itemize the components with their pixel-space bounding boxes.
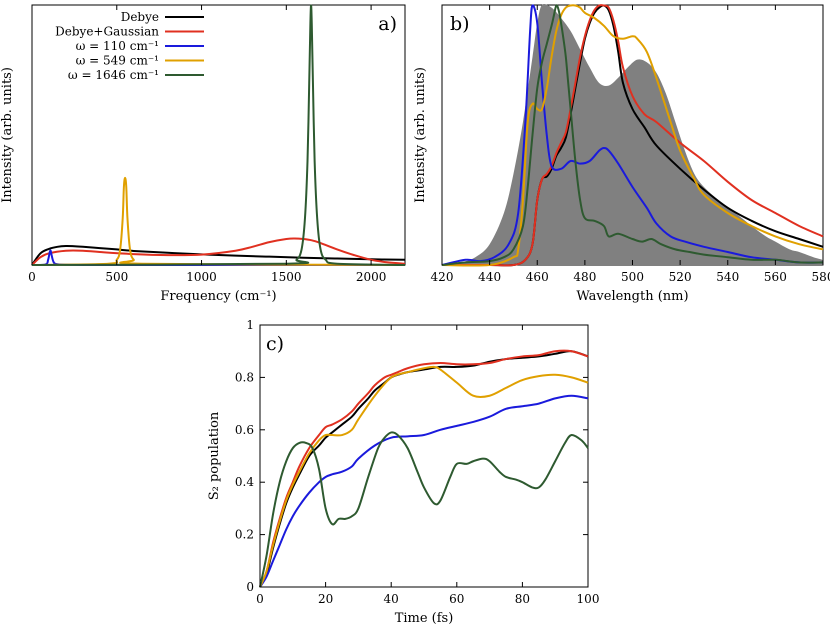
legend-label: ω = 549 cm⁻¹ — [76, 54, 159, 68]
x-tick-label: 460 — [526, 270, 549, 284]
legend-label: Debye+Gaussian — [55, 25, 159, 39]
series-line-b-3 — [441, 4, 824, 267]
x-tick-label: 560 — [764, 270, 787, 284]
x-tick-label: 500 — [621, 270, 644, 284]
x-tick-label: 60 — [449, 592, 464, 606]
series-line-c-3 — [259, 365, 589, 588]
x-tick-label: 500 — [105, 270, 128, 284]
plot-frame-c — [259, 324, 589, 588]
x-tick-label: 40 — [384, 592, 399, 606]
panel-b: 420 440 460 480 500 520 540 560 580 Wavelength (… — [413, 3, 830, 304]
filled-area-spectrum — [442, 3, 823, 266]
x-tick-label: 0 — [256, 592, 264, 606]
series-line-b-1 — [441, 4, 824, 267]
series-line-b-2 — [441, 4, 824, 266]
x-axis-label-a: Frequency (cm⁻¹) — [160, 289, 276, 304]
y-axis-label-c: S₂ population — [207, 411, 222, 500]
series-line-a-1 — [31, 237, 406, 266]
panel-a: 0 500 1000 1500 2000 Frequency (cm⁻¹) Intens… — [0, 4, 406, 304]
panel-label-a: a) — [378, 13, 397, 35]
series-line-a-3 — [31, 176, 406, 266]
legend-label: ω = 1646 cm⁻¹ — [68, 68, 159, 82]
series-line-a-0 — [31, 245, 406, 266]
x-tick-label: 420 — [431, 270, 454, 284]
x-tick-label: 480 — [573, 270, 596, 284]
series-line-c-1 — [259, 349, 589, 588]
y-tick-label: 1 — [246, 318, 254, 332]
x-tick-label: 1500 — [271, 270, 302, 284]
x-tick-label: 100 — [577, 592, 600, 606]
x-tick-label: 580 — [812, 270, 830, 284]
y-tick-label: 0.8 — [235, 370, 254, 384]
x-tick-label: 2000 — [356, 270, 387, 284]
series-line-c-0 — [259, 350, 589, 588]
y-tick-label: 0 — [246, 580, 254, 594]
x-tick-label: 1000 — [186, 270, 217, 284]
y-axis-label-a: Intensity (arb. units) — [0, 67, 15, 203]
panel-label-c: c) — [266, 333, 284, 355]
y-tick-label: 0.2 — [235, 528, 254, 542]
panel-label-b: b) — [450, 13, 470, 35]
y-tick-label: 0.4 — [235, 475, 254, 489]
x-axis-label-c: Time (fs) — [395, 611, 454, 626]
series-line-c-4 — [259, 431, 589, 588]
x-axis-label-b: Wavelength (nm) — [576, 289, 688, 304]
x-tick-label: 440 — [478, 270, 501, 284]
y-tick-label: 0.6 — [235, 423, 254, 437]
x-tick-label: 0 — [28, 270, 36, 284]
series-line-c-2 — [259, 394, 589, 588]
panel-c: 0 20 40 60 80 100 0 0.2 0.4 0.6 0.8 1 Time (fs) S₂ … — [207, 318, 599, 626]
x-tick-label: 80 — [515, 592, 530, 606]
legend-label: ω = 110 cm⁻¹ — [76, 39, 159, 53]
series-line-b-4 — [441, 4, 824, 266]
x-tick-label: 20 — [318, 592, 333, 606]
legend-label: Debye — [121, 10, 159, 24]
y-axis-label-b: Intensity (arb. units) — [413, 67, 428, 203]
x-tick-label: 520 — [669, 270, 692, 284]
x-tick-label: 540 — [716, 270, 739, 284]
series-line-a-4 — [31, 4, 406, 266]
